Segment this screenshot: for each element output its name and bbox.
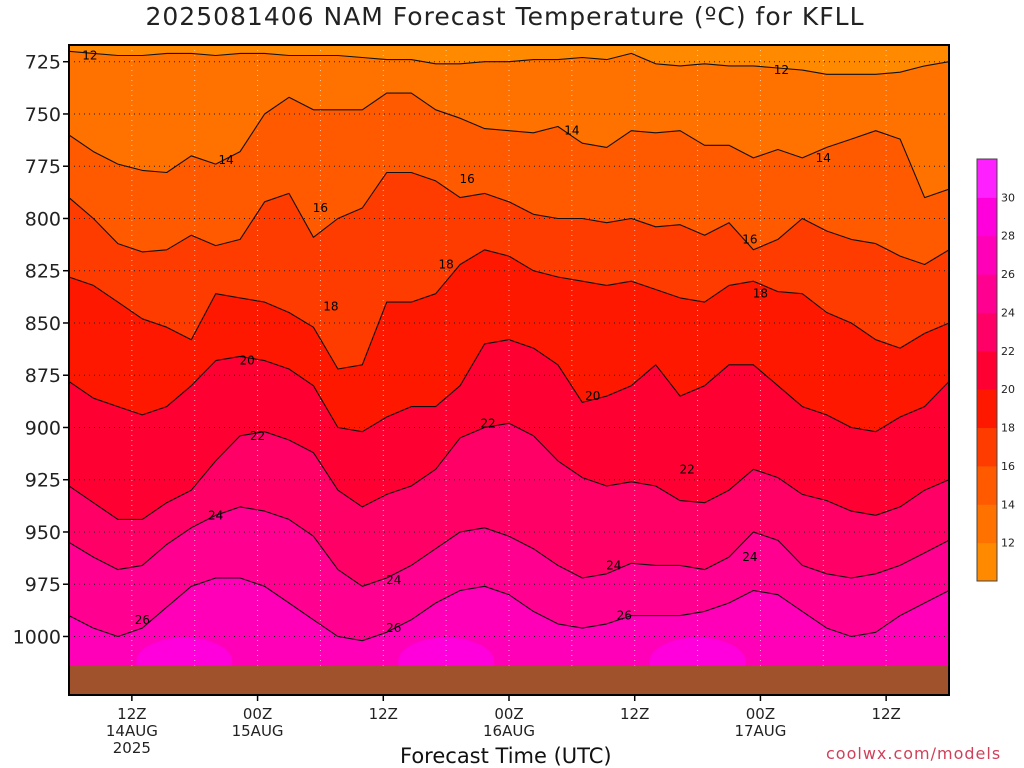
contour-label-22: 22	[480, 416, 495, 430]
y-tick-label-775: 775	[25, 156, 61, 178]
band-20-22	[69, 339, 949, 520]
colorbar-swatch-0	[977, 542, 997, 582]
contour-label-20: 20	[239, 354, 254, 368]
y-tick-label-850: 850	[25, 313, 61, 335]
band-22-24	[69, 423, 949, 587]
contour-label-18: 18	[323, 299, 338, 313]
band-below-12	[69, 45, 949, 75]
contour-label-26: 26	[386, 621, 401, 635]
colorbar-swatch-6	[977, 312, 997, 352]
x-tick-label-18-0: 00Z	[243, 705, 272, 723]
isotherm-18	[69, 249, 949, 370]
y-tick-label-900: 900	[25, 417, 61, 439]
ground-surface	[69, 665, 949, 695]
y-tick-label-875: 875	[25, 365, 61, 387]
x-tick-label-6-2: 2025	[113, 739, 151, 757]
x-tick-label-66-0: 00Z	[746, 705, 775, 723]
x-tick-label-42-1: 16AUG	[483, 722, 535, 740]
band-18-20	[69, 249, 949, 432]
colorbar-label-18: 18	[1001, 422, 1015, 435]
colorbar-swatch-1	[977, 504, 997, 544]
colorbar-swatch-4	[977, 389, 997, 429]
source-credit: coolwx.com/models	[826, 744, 1002, 763]
contour-label-22: 22	[679, 462, 694, 476]
y-tick-label-950: 950	[25, 522, 61, 544]
colorbar-label-16: 16	[1001, 460, 1015, 473]
band-14-16	[69, 93, 949, 265]
y-tick-label-800: 800	[25, 208, 61, 230]
contour-label-24: 24	[606, 558, 621, 572]
y-tick-label-725: 725	[25, 52, 61, 74]
contour-label-16: 16	[742, 232, 757, 246]
colorbar-label-20: 20	[1001, 383, 1015, 396]
isotherm-14	[69, 92, 949, 199]
x-tick-label-54-0: 12Z	[620, 705, 649, 723]
contour-label-12: 12	[82, 48, 97, 62]
contour-label-18: 18	[753, 287, 768, 301]
colorbar-swatch-8	[977, 235, 997, 275]
colorbar-label-24: 24	[1001, 306, 1015, 319]
colorbar-label-22: 22	[1001, 345, 1015, 358]
colorbar-legend: 12 14 16 18 20 22 24 26 28 30	[976, 158, 1015, 582]
colorbar-swatch-3	[977, 427, 997, 467]
colorbar-swatch-7	[977, 274, 997, 313]
y-tick-label-825: 825	[25, 261, 61, 283]
x-tick-label-78-0: 12Z	[871, 705, 900, 723]
contour-label-14: 14	[564, 124, 579, 138]
y-axis: 725 750 775 800 825 850 875 900 925 950 975 1000	[13, 52, 69, 648]
contour-label-26: 26	[135, 613, 150, 627]
colorbar-swatch-2	[977, 465, 997, 505]
contour-label-14: 14	[219, 153, 234, 167]
y-tick-label-925: 925	[25, 470, 61, 492]
colorbar-label-14: 14	[1001, 498, 1015, 511]
y-tick-label-750: 750	[25, 104, 61, 126]
colorbar-swatch-10	[977, 159, 997, 198]
contour-label-14: 14	[816, 151, 831, 165]
colorbar-label-30: 30	[1001, 191, 1015, 204]
contour-label-12: 12	[774, 63, 789, 77]
isotherm-20	[69, 339, 949, 433]
contour-labels: 12 12 14 14 14 16 16 16 18 18 18 20 20 22 22 22 24 24 24 24…	[82, 48, 831, 635]
contour-label-26: 26	[617, 609, 632, 623]
band-16-18	[69, 172, 949, 369]
contour-label-24: 24	[742, 550, 757, 564]
contour-label-24: 24	[208, 508, 223, 522]
colorbar-swatch-9	[977, 197, 997, 237]
colorbar-label-12: 12	[1001, 537, 1015, 550]
isotherm-22	[69, 422, 949, 520]
x-tick-label-42-0: 00Z	[494, 705, 523, 723]
y-tick-label-975: 975	[25, 574, 61, 596]
band-12-14	[69, 51, 949, 198]
ground-band	[69, 665, 949, 695]
isotherm-26	[69, 577, 949, 642]
colorbar-label-28: 28	[1001, 230, 1015, 243]
band-24-26	[69, 506, 949, 641]
colorbar-frame	[976, 158, 998, 582]
contour-label-16: 16	[313, 201, 328, 215]
x-axis-label: Forecast Time (UTC)	[400, 744, 612, 768]
x-tick-label-6-0: 12Z	[117, 705, 146, 723]
chart-title: 2025081406 NAM Forecast Temperature (ºC)…	[145, 2, 865, 31]
isotherm-lines	[69, 50, 949, 642]
isotherm-16	[69, 171, 949, 266]
x-tick-label-66-1: 17AUG	[734, 722, 786, 740]
contour-label-18: 18	[439, 257, 454, 271]
colorbar-swatch-5	[977, 350, 997, 390]
contour-label-16: 16	[459, 172, 474, 186]
contour-label-20: 20	[585, 389, 600, 403]
isotherm-24	[69, 506, 949, 587]
contour-label-24: 24	[386, 573, 401, 587]
y-tick-label-1000: 1000	[13, 626, 61, 648]
contour-label-22: 22	[250, 429, 265, 443]
isotherm-12	[69, 50, 949, 75]
x-tick-label-6-1: 14AUG	[106, 722, 158, 740]
colorbar-label-26: 26	[1001, 268, 1015, 281]
x-tick-label-30-0: 12Z	[369, 705, 398, 723]
x-tick-label-18-1: 15AUG	[232, 722, 284, 740]
